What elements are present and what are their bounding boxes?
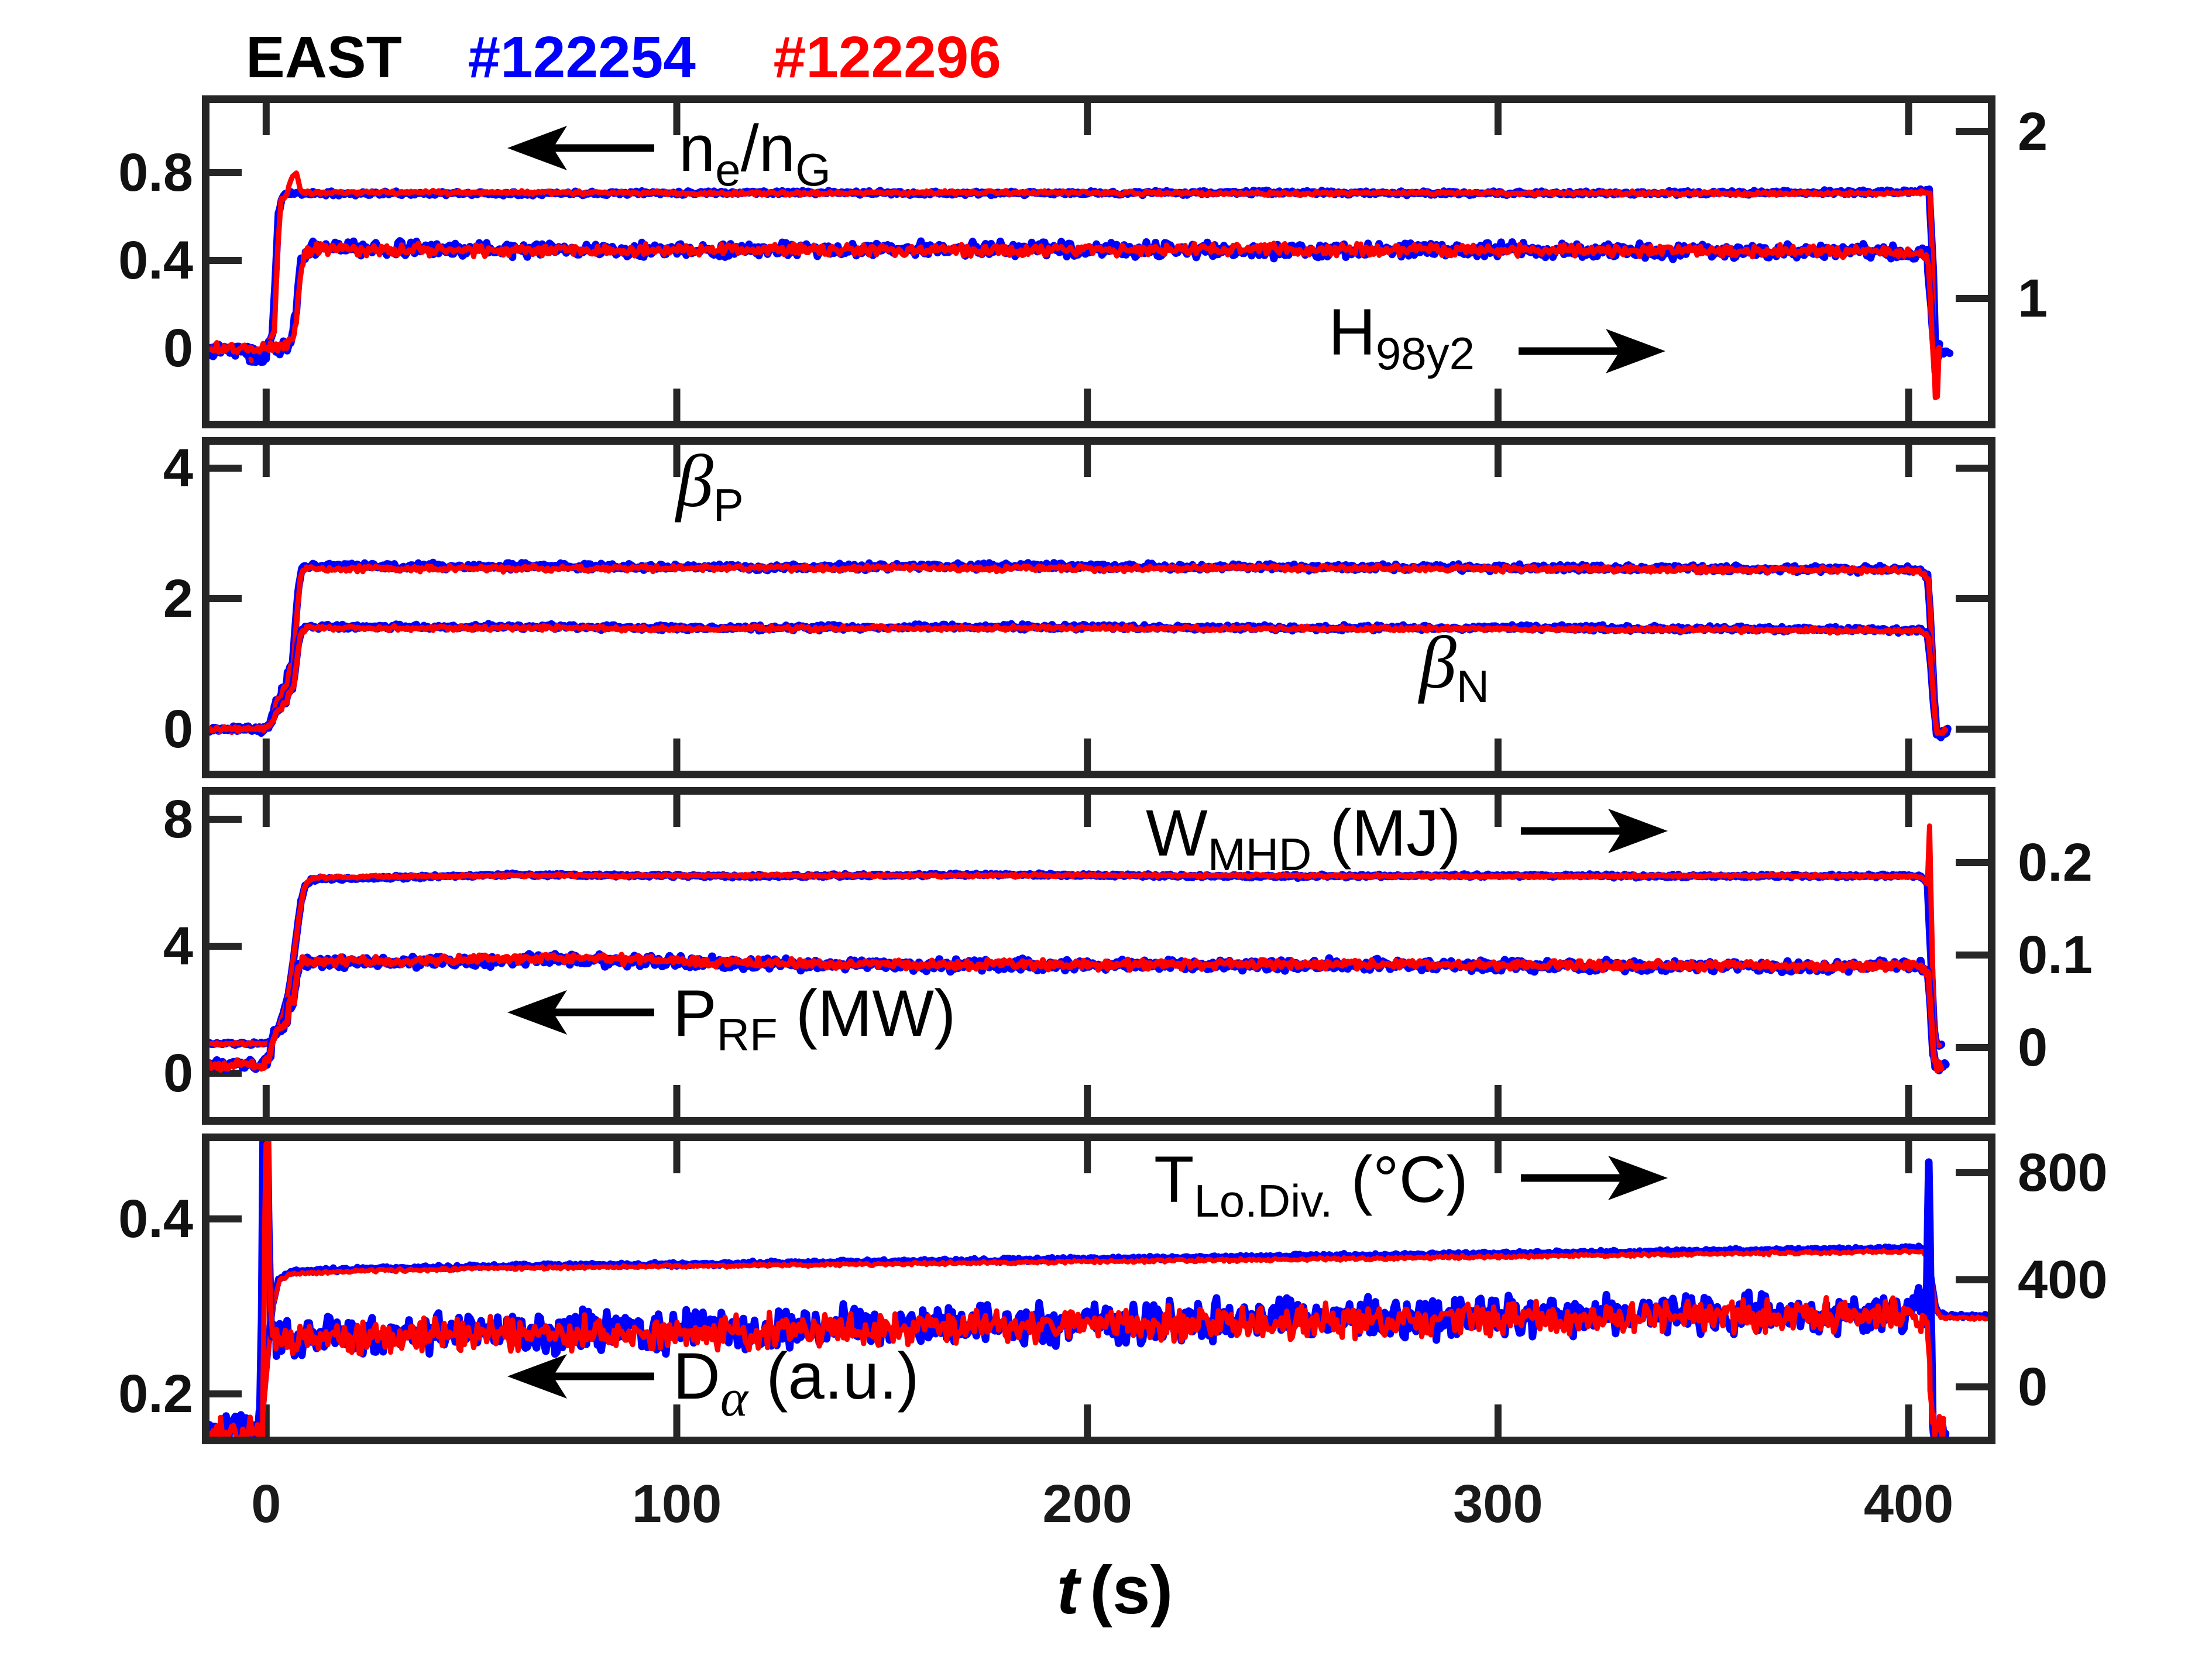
ne-ng-label: ne/nG: [679, 116, 831, 193]
curve-betan--122254: [209, 620, 1952, 739]
y-tick-label: 0.8: [118, 143, 193, 202]
panel-divertor-dalpha: [202, 1134, 1995, 1444]
plot-area-beta: [209, 445, 1988, 771]
label-text: β: [676, 439, 713, 523]
label-text: n: [679, 112, 716, 185]
x-tick-label: 400: [1863, 1474, 1954, 1534]
label-text: T: [1154, 1143, 1194, 1216]
label-text: t: [1056, 1552, 1080, 1628]
right-arrow-icon: [1517, 324, 1667, 381]
y-tick-label: 0.2: [118, 1364, 193, 1424]
x-axis-label: t (s): [910, 1551, 1320, 1629]
plot-area-divertor-dalpha: [209, 1141, 1988, 1437]
panel-stored-energy-rf-power: [202, 787, 1995, 1125]
curve-prf--122254: [209, 950, 1950, 1074]
h98y2-label: H98y2: [1328, 300, 1475, 376]
shot-number-1: #122254: [468, 25, 696, 90]
curve-tlo-div---122296: [209, 1248, 1988, 1434]
y-tick-label: 0: [2018, 1357, 2048, 1417]
curve-wmhd--122296: [209, 823, 1942, 1048]
label-text: H: [1328, 296, 1376, 369]
curve-betap--122296: [209, 562, 1949, 737]
curve-h98y2--122296: [209, 241, 1942, 375]
label-text: 98y2: [1375, 327, 1475, 379]
label-text: G: [795, 143, 831, 195]
left-arrow-icon: [506, 1349, 655, 1406]
left-arrow-icon: [506, 985, 655, 1042]
curve-ne-ng--122296: [209, 170, 1942, 400]
x-tick-label: 300: [1453, 1474, 1543, 1534]
curve-betan--122296: [209, 623, 1949, 736]
device-label: EAST: [246, 25, 402, 90]
t-lodiv-label: TLo.Div. (°C): [1154, 1147, 1468, 1224]
label-text: MHD: [1207, 828, 1312, 880]
label-text: N: [1456, 660, 1490, 712]
label-text: W: [1146, 796, 1208, 870]
right-arrow-icon: [1520, 804, 1669, 861]
p-rf-label: PRF (MW): [673, 981, 956, 1057]
right-arrow-icon: [1520, 1151, 1669, 1208]
y-tick-label: 0: [2018, 1018, 2048, 1077]
curve-dalpha--122296: [209, 1141, 1946, 1437]
panel-density-confinement: [202, 95, 1995, 428]
label-text: (a.u.): [748, 1339, 919, 1413]
label-text: D: [673, 1339, 720, 1413]
curve-betap--122254: [209, 558, 1952, 741]
label-text: /n: [740, 112, 796, 185]
label-text: P: [673, 977, 717, 1050]
y-tick-label: 4: [163, 916, 193, 976]
y-tick-label: 4: [163, 438, 193, 498]
label-text: P: [713, 479, 744, 531]
y-tick-label: 0: [163, 1043, 193, 1103]
y-tick-label: 800: [2018, 1143, 2108, 1203]
beta-p-label: βP: [676, 444, 744, 528]
label-text: (s): [1090, 1552, 1173, 1628]
left-arrow-icon: [506, 121, 655, 178]
d-alpha-label: Dα (a.u.): [673, 1344, 919, 1425]
y-tick-label: 0.4: [118, 1189, 193, 1249]
beta-n-label: βN: [1419, 625, 1489, 709]
y-tick-label: 8: [163, 789, 193, 849]
curve-h98y2--122254: [209, 237, 1943, 366]
panel-beta: [202, 437, 1995, 778]
w-mhd-label: WMHD (MJ): [1146, 801, 1461, 877]
y-tick-label: 0: [163, 699, 193, 759]
label-text: RF: [716, 1008, 778, 1060]
y-tick-label: 2: [2018, 102, 2048, 162]
label-text: Lo.Div.: [1194, 1174, 1333, 1227]
y-tick-label: 1: [2018, 269, 2048, 328]
plot-area-stored-energy-rf-power: [209, 795, 1988, 1117]
y-tick-label: 0.4: [118, 231, 193, 290]
shot-number-2: #122296: [773, 25, 1001, 90]
x-tick-label: 100: [631, 1474, 722, 1534]
y-tick-label: 0.2: [2018, 833, 2093, 892]
curve-dalpha--122254: [209, 1141, 1950, 1437]
curve-ne-ng--122254: [209, 185, 1954, 366]
label-text: (MW): [777, 977, 956, 1050]
label-text: e: [715, 143, 741, 195]
curve-prf--122296: [209, 952, 1945, 1074]
figure-title: EAST #122254 #122296: [246, 28, 1001, 87]
label-text: β: [1419, 621, 1457, 704]
y-tick-label: 2: [163, 569, 193, 628]
x-tick-label: 200: [1042, 1474, 1132, 1534]
label-text: (°C): [1332, 1143, 1468, 1216]
y-tick-label: 400: [2018, 1250, 2108, 1310]
y-tick-label: 0.1: [2018, 925, 2093, 985]
label-text: (MJ): [1311, 796, 1461, 870]
x-tick-label: 0: [251, 1474, 281, 1534]
y-tick-label: 0: [163, 318, 193, 378]
plot-area-density-confinement: [209, 103, 1988, 421]
label-text: α: [720, 1369, 748, 1427]
